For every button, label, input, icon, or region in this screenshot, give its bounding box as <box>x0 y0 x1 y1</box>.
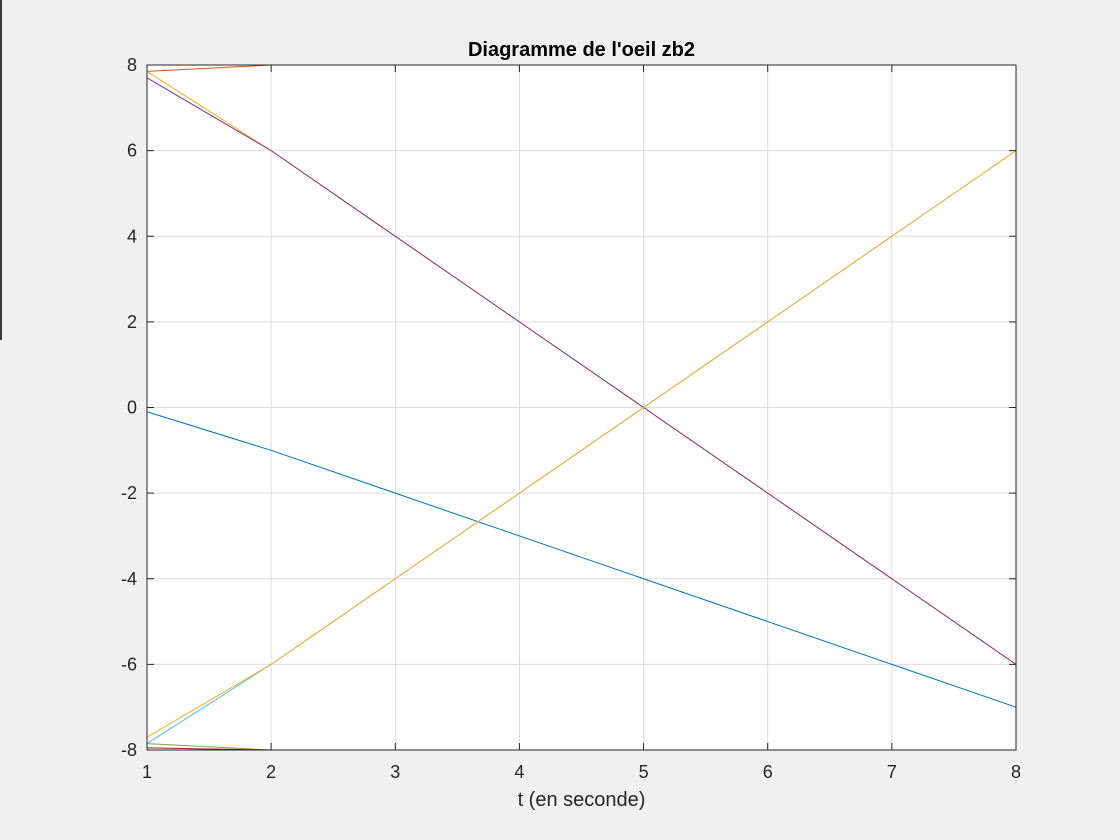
x-tick-label: 3 <box>390 762 400 782</box>
y-tick-label: 6 <box>127 141 137 161</box>
x-axis-label: t (en seconde) <box>518 789 646 811</box>
x-tick-label: 6 <box>763 762 773 782</box>
y-tick-label: -6 <box>121 654 137 674</box>
x-tick-label: 5 <box>639 762 649 782</box>
y-tick-label: 8 <box>127 55 137 75</box>
y-tick-labels: -8 -6 -4 -2 0 2 4 6 8 <box>121 55 137 760</box>
y-tick-label: -2 <box>121 483 137 503</box>
y-tick-label: -8 <box>121 740 137 760</box>
y-tick-label: -4 <box>121 569 137 589</box>
x-tick-label: 1 <box>142 762 152 782</box>
x-tick-label: 4 <box>514 762 524 782</box>
x-tick-label: 2 <box>266 762 276 782</box>
y-tick-label: 0 <box>127 398 137 418</box>
series-line-6 <box>146 150 1017 738</box>
x-tick-labels: 1 2 3 4 5 6 7 8 <box>142 762 1021 782</box>
series-line-1 <box>146 411 1017 708</box>
x-tick-label: 8 <box>1011 762 1021 782</box>
y-tick-label: 2 <box>127 312 137 332</box>
window-left-edge <box>0 0 2 340</box>
x-tick-label: 7 <box>887 762 897 782</box>
tick-marks <box>146 64 1017 751</box>
y-tick-label: 4 <box>127 226 137 246</box>
chart-title: Diagramme de l'oeil zb2 <box>468 39 695 61</box>
series-line-4 <box>146 77 1017 665</box>
